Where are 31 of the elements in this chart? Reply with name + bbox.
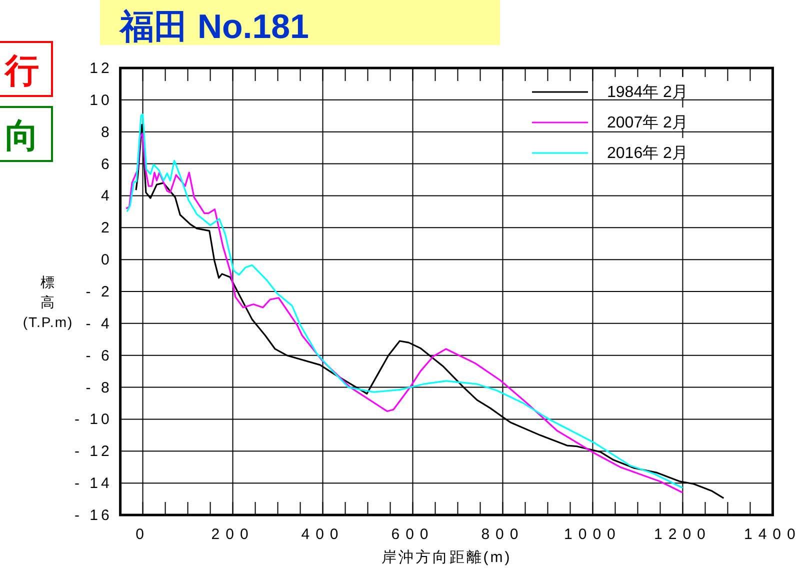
y-tick-label: 10	[90, 92, 112, 109]
y-tick-label: - 2	[86, 284, 112, 300]
y-tick-label: 4	[100, 188, 112, 205]
y-tick-label: 12	[90, 60, 112, 77]
legend-label: 2007年 2月	[607, 114, 688, 132]
y-tick-label: 0	[100, 252, 112, 269]
y-tick-label: - 16	[74, 507, 112, 524]
y-tick-label: - 12	[74, 443, 112, 460]
x-axis-title: 岸沖方向距離(m)	[381, 549, 512, 566]
y-tick-label: 6	[100, 156, 112, 173]
x-tick-label: 400	[301, 526, 344, 543]
x-tick-label: 1000	[564, 526, 622, 543]
x-tick-label: 1400	[744, 526, 802, 543]
y-tick-label: - 10	[74, 411, 112, 428]
x-tick-label: 1200	[654, 526, 712, 543]
y-tick-label: 2	[100, 220, 112, 237]
x-tick-label: 600	[391, 526, 434, 543]
y-tick-label: - 8	[86, 379, 112, 396]
x-tick-label: 0	[136, 526, 150, 543]
y-axis-title: 標高(T.P.m)	[22, 274, 74, 330]
y-tick-label: - 4	[86, 315, 112, 332]
y-tick-label: - 14	[74, 475, 112, 492]
y-tick-label: - 6	[86, 347, 112, 364]
legend-label: 1984年 2月	[607, 84, 688, 101]
text: 行	[4, 52, 39, 90]
x-tick-label: 200	[211, 526, 254, 543]
x-tick-label: 800	[481, 526, 524, 543]
y-tick-label: 8	[100, 124, 112, 141]
chart-title: 福田 No.181	[118, 8, 309, 46]
text: 向	[5, 117, 39, 155]
legend-label: 2016年 2月	[607, 145, 688, 162]
